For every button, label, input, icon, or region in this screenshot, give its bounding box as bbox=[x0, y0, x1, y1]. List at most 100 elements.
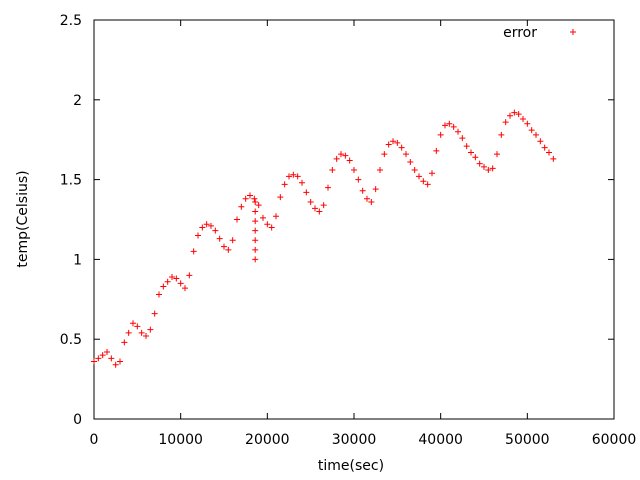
data-point bbox=[121, 339, 128, 346]
data-point bbox=[355, 176, 362, 183]
data-point bbox=[251, 195, 258, 202]
data-point bbox=[537, 138, 544, 145]
data-point bbox=[398, 144, 405, 151]
data-point bbox=[455, 128, 461, 135]
data-point bbox=[117, 358, 123, 365]
data-point bbox=[472, 154, 479, 161]
y-tick-label: 2.5 bbox=[60, 13, 82, 29]
legend-label: error bbox=[503, 25, 537, 41]
data-point bbox=[190, 248, 197, 255]
data-point bbox=[312, 205, 318, 212]
data-point bbox=[238, 203, 245, 210]
data-point bbox=[294, 173, 301, 180]
data-point bbox=[252, 218, 259, 225]
data-point bbox=[125, 329, 132, 336]
data-point bbox=[199, 224, 206, 231]
x-axis-ticks: 0 10000 20000 30000 40000 50000 60000 bbox=[90, 20, 637, 448]
data-point bbox=[112, 361, 119, 368]
data-point bbox=[290, 171, 297, 178]
data-point bbox=[177, 280, 184, 287]
data-point bbox=[99, 352, 106, 359]
x-tick-label: 20000 bbox=[245, 432, 290, 448]
y-tick-label: 0.5 bbox=[60, 332, 82, 348]
data-point bbox=[138, 329, 145, 336]
plot-frame bbox=[93, 19, 615, 420]
x-tick-label: 60000 bbox=[592, 432, 637, 448]
data-point bbox=[494, 151, 500, 158]
data-point bbox=[134, 323, 141, 330]
data-point bbox=[489, 165, 496, 172]
data-point bbox=[182, 285, 188, 292]
data-point bbox=[252, 227, 259, 234]
data-point bbox=[411, 167, 418, 174]
x-tick-label: 0 bbox=[90, 432, 99, 448]
data-point bbox=[303, 189, 310, 196]
data-point bbox=[381, 151, 388, 158]
legend-marker-symbol bbox=[570, 29, 576, 35]
data-point bbox=[368, 198, 375, 205]
data-point bbox=[143, 333, 149, 340]
data-point bbox=[268, 224, 275, 231]
y-axis-ticks: 0 0.5 1 1.5 2 2.5 bbox=[60, 13, 614, 428]
data-point bbox=[485, 167, 492, 174]
data-point bbox=[299, 179, 305, 186]
x-tick-label: 40000 bbox=[418, 432, 463, 448]
data-point bbox=[416, 173, 422, 180]
data-point bbox=[173, 275, 180, 282]
data-point bbox=[541, 144, 548, 151]
data-point bbox=[372, 186, 379, 193]
data-point bbox=[437, 131, 444, 138]
data-point bbox=[385, 141, 392, 148]
data-point bbox=[95, 355, 102, 362]
data-point bbox=[333, 155, 340, 162]
data-point bbox=[459, 135, 466, 142]
data-point bbox=[225, 246, 232, 253]
data-point bbox=[247, 192, 253, 199]
data-point bbox=[286, 173, 292, 180]
data-point bbox=[429, 170, 435, 177]
data-point bbox=[502, 119, 509, 126]
data-point bbox=[264, 221, 271, 228]
data-point bbox=[195, 232, 201, 239]
data-point bbox=[476, 160, 483, 167]
data-point bbox=[507, 112, 513, 119]
data-point bbox=[260, 214, 266, 221]
data-point bbox=[546, 149, 552, 156]
data-point bbox=[528, 127, 535, 134]
data-point bbox=[346, 157, 353, 164]
data-point bbox=[407, 159, 414, 166]
data-point bbox=[524, 120, 531, 127]
data-point bbox=[351, 167, 357, 174]
data-point bbox=[252, 256, 259, 263]
data-point bbox=[433, 147, 440, 154]
data-point bbox=[281, 181, 288, 188]
x-tick-label: 50000 bbox=[505, 432, 550, 448]
data-point bbox=[108, 355, 115, 362]
data-point bbox=[390, 138, 396, 145]
data-point bbox=[208, 222, 214, 229]
data-point bbox=[450, 123, 457, 130]
data-point bbox=[156, 291, 162, 298]
y-tick-label: 2 bbox=[73, 93, 82, 109]
data-point bbox=[329, 167, 336, 174]
data-point bbox=[515, 111, 522, 118]
data-point bbox=[252, 198, 259, 205]
data-point bbox=[338, 151, 344, 158]
data-point bbox=[252, 237, 259, 244]
data-point bbox=[203, 221, 210, 228]
data-point bbox=[394, 139, 401, 146]
data-point bbox=[229, 237, 236, 244]
data-point bbox=[186, 272, 193, 279]
data-point bbox=[420, 178, 427, 185]
data-point bbox=[252, 246, 259, 253]
data-point bbox=[463, 143, 470, 150]
x-tick-label: 10000 bbox=[158, 432, 203, 448]
data-point bbox=[252, 208, 259, 215]
legend-marker bbox=[570, 29, 576, 35]
data-point bbox=[307, 198, 314, 205]
data-point bbox=[511, 109, 518, 116]
data-points bbox=[91, 109, 557, 368]
data-point bbox=[234, 216, 240, 223]
data-point bbox=[130, 320, 136, 327]
